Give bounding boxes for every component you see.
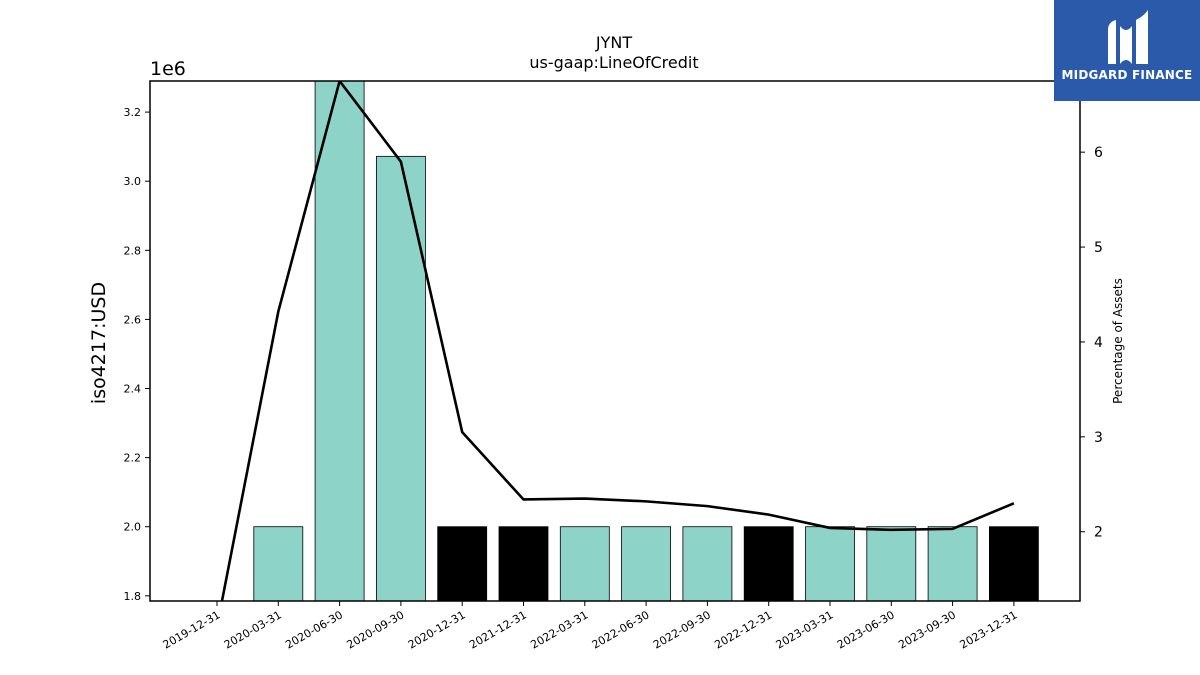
x-tick-label: 2021-12-31 — [467, 608, 529, 651]
x-tick-label: 2022-03-31 — [528, 608, 590, 651]
bar-2023-06-30 — [866, 526, 917, 602]
percentage-of-assets-line — [220, 81, 1015, 601]
x-tick-label: 2020-09-30 — [345, 608, 407, 651]
x-tick-label: 2023-09-30 — [896, 608, 958, 651]
x-axis-ticks: 2019-12-31 2020-03-31 2020-06-30 2020-09-30… — [161, 601, 1020, 652]
x-tick-label: 2022-09-30 — [651, 608, 713, 651]
x-tick-label: 2020-12-31 — [406, 608, 468, 651]
y2-tick-label: 5 — [1094, 240, 1103, 256]
y-tick-label: 3.2 — [124, 106, 142, 119]
bar-2022-03-31 — [559, 526, 610, 602]
y-axis-label: iso4217:USD — [88, 282, 110, 404]
x-tick-label: 2020-03-31 — [222, 608, 284, 651]
chart-subtitle: us-gaap:LineOfCredit — [529, 53, 698, 72]
bar-2023-12-31 — [989, 526, 1039, 602]
y2-axis-ticks: 2 3 4 5 6 — [1080, 145, 1103, 541]
y-tick-label: 1.8 — [124, 590, 142, 603]
plot-frame — [149, 80, 1081, 602]
y2-tick-label: 2 — [1094, 525, 1103, 541]
x-tick-label: 2020-06-30 — [283, 608, 345, 651]
chart-title: JYNT — [595, 33, 632, 52]
bar-2022-06-30 — [621, 526, 671, 602]
logo-text: MIDGARD FINANCE — [1061, 68, 1193, 82]
x-tick-label: 2022-06-30 — [590, 608, 652, 651]
bar-2021-12-31 — [498, 526, 549, 602]
x-tick-label: 2023-12-31 — [958, 608, 1020, 651]
y-tick-label: 2.2 — [124, 452, 142, 465]
bar-2022-09-30 — [682, 526, 733, 602]
x-tick-label: 2022-12-31 — [712, 608, 774, 651]
midgard-finance-logo: MIDGARD FINANCE — [1054, 0, 1200, 101]
x-tick-label: 2023-06-30 — [835, 608, 897, 651]
y2-tick-label: 3 — [1094, 430, 1103, 446]
x-tick-label: 2019-12-31 — [161, 608, 223, 651]
bar-2020-03-31 — [253, 526, 304, 602]
bar-2020-06-30 — [314, 80, 365, 602]
y2-axis-label: Percentage of Assets — [1111, 278, 1125, 404]
y-tick-label: 2.0 — [124, 521, 142, 534]
y-tick-label: 3.0 — [124, 175, 142, 188]
bar-2023-09-30 — [927, 526, 978, 602]
y-axis-ticks: 1.8 2.0 2.2 2.4 2.6 2.8 3.0 3.2 — [124, 106, 150, 603]
bar-2023-03-31 — [805, 526, 855, 602]
line-group — [220, 81, 1015, 601]
x-tick-label: 2023-03-31 — [774, 608, 836, 651]
y-tick-label: 2.6 — [124, 313, 142, 326]
bars-group — [253, 80, 1039, 602]
y-tick-label: 2.4 — [124, 383, 142, 396]
logo-mark-icon — [1108, 10, 1148, 64]
bar-2022-12-31 — [743, 526, 794, 602]
y-offset-label: 1e6 — [150, 58, 186, 80]
y-tick-label: 2.8 — [124, 244, 142, 257]
y2-tick-label: 4 — [1094, 335, 1103, 351]
bar-2020-09-30 — [375, 155, 426, 602]
y2-tick-label: 6 — [1094, 145, 1103, 161]
bar-2020-12-31 — [437, 526, 488, 602]
